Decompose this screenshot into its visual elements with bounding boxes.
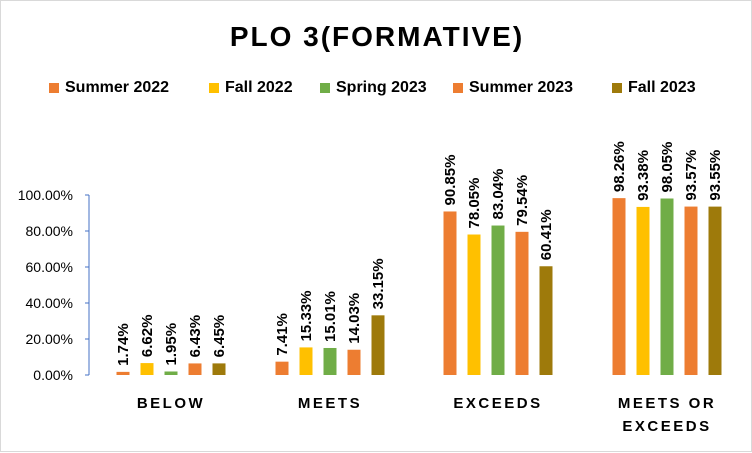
bar	[636, 206, 650, 375]
bar	[299, 347, 313, 375]
legend-label: Summer 2022	[65, 79, 170, 96]
bar	[443, 211, 457, 375]
bar	[467, 234, 481, 375]
bar	[347, 349, 361, 375]
data-label: 14.03%	[346, 293, 363, 344]
data-label: 1.74%	[115, 323, 132, 366]
bar	[275, 361, 289, 375]
data-label: 33.15%	[370, 258, 387, 309]
bar	[515, 231, 529, 375]
legend-swatch	[612, 83, 622, 93]
data-label: 98.05%	[659, 142, 676, 193]
legend-swatch	[320, 83, 330, 93]
legend-item-spring-2023: Spring 2023	[320, 79, 427, 97]
data-label: 98.26%	[611, 141, 628, 192]
data-label: 78.05%	[466, 178, 483, 229]
data-label: 93.38%	[635, 150, 652, 201]
y-tick-label: 60.00%	[26, 259, 73, 275]
data-label: 7.41%	[274, 313, 291, 356]
legend-label: Fall 2023	[628, 79, 696, 96]
x-category-label: EXCEEDS	[453, 395, 542, 412]
bar	[684, 206, 698, 375]
data-label: 83.04%	[490, 169, 507, 220]
data-label: 15.01%	[322, 291, 339, 342]
x-category-label: BELOW	[137, 395, 205, 412]
data-label: 79.54%	[514, 175, 531, 226]
bar	[612, 198, 626, 375]
bar	[491, 225, 505, 375]
y-tick-label: 0.00%	[33, 367, 73, 383]
bar	[164, 371, 178, 375]
x-category-label: MEETS OR	[618, 395, 716, 412]
bar	[116, 371, 130, 375]
x-category-label: EXCEEDS	[622, 418, 711, 435]
bar	[188, 363, 202, 375]
legend-label: Spring 2023	[336, 79, 427, 96]
data-label: 1.95%	[163, 323, 180, 366]
y-tick-label: 80.00%	[26, 223, 73, 239]
legend-swatch	[453, 83, 463, 93]
y-tick-label: 100.00%	[18, 187, 73, 203]
data-label: 6.43%	[187, 315, 204, 358]
legend-item-fall-2022: Fall 2022	[209, 79, 293, 97]
data-label: 6.62%	[139, 315, 156, 358]
bar	[212, 363, 226, 375]
bar	[140, 363, 154, 375]
legend-swatch	[49, 83, 59, 93]
bar	[371, 315, 385, 375]
data-label: 60.41%	[538, 209, 555, 260]
chart-title: PLO 3(FORMATIVE)	[229, 21, 525, 52]
bar	[660, 198, 674, 375]
legend-label: Fall 2022	[225, 79, 293, 96]
legend-item-fall-2023: Fall 2023	[612, 79, 696, 97]
bar	[708, 206, 722, 375]
data-label: 6.45%	[211, 315, 228, 358]
y-tick-label: 20.00%	[26, 331, 73, 347]
legend-item-summer-2022: Summer 2022	[49, 79, 169, 97]
data-label: 15.33%	[298, 291, 315, 342]
x-category-label: MEETS	[298, 395, 362, 412]
bar	[323, 347, 337, 375]
y-tick-label: 40.00%	[26, 295, 73, 311]
legend-label: Summer 2023	[469, 79, 574, 96]
data-label: 93.55%	[707, 150, 724, 201]
bar	[539, 266, 553, 375]
legend-item-summer-2023: Summer 2023	[453, 79, 573, 97]
data-label: 93.57%	[683, 150, 700, 201]
data-label: 90.85%	[442, 155, 459, 206]
legend: Summer 2022 Fall 2022 Spring 2023 Summer…	[1, 79, 752, 105]
legend-swatch	[209, 83, 219, 93]
